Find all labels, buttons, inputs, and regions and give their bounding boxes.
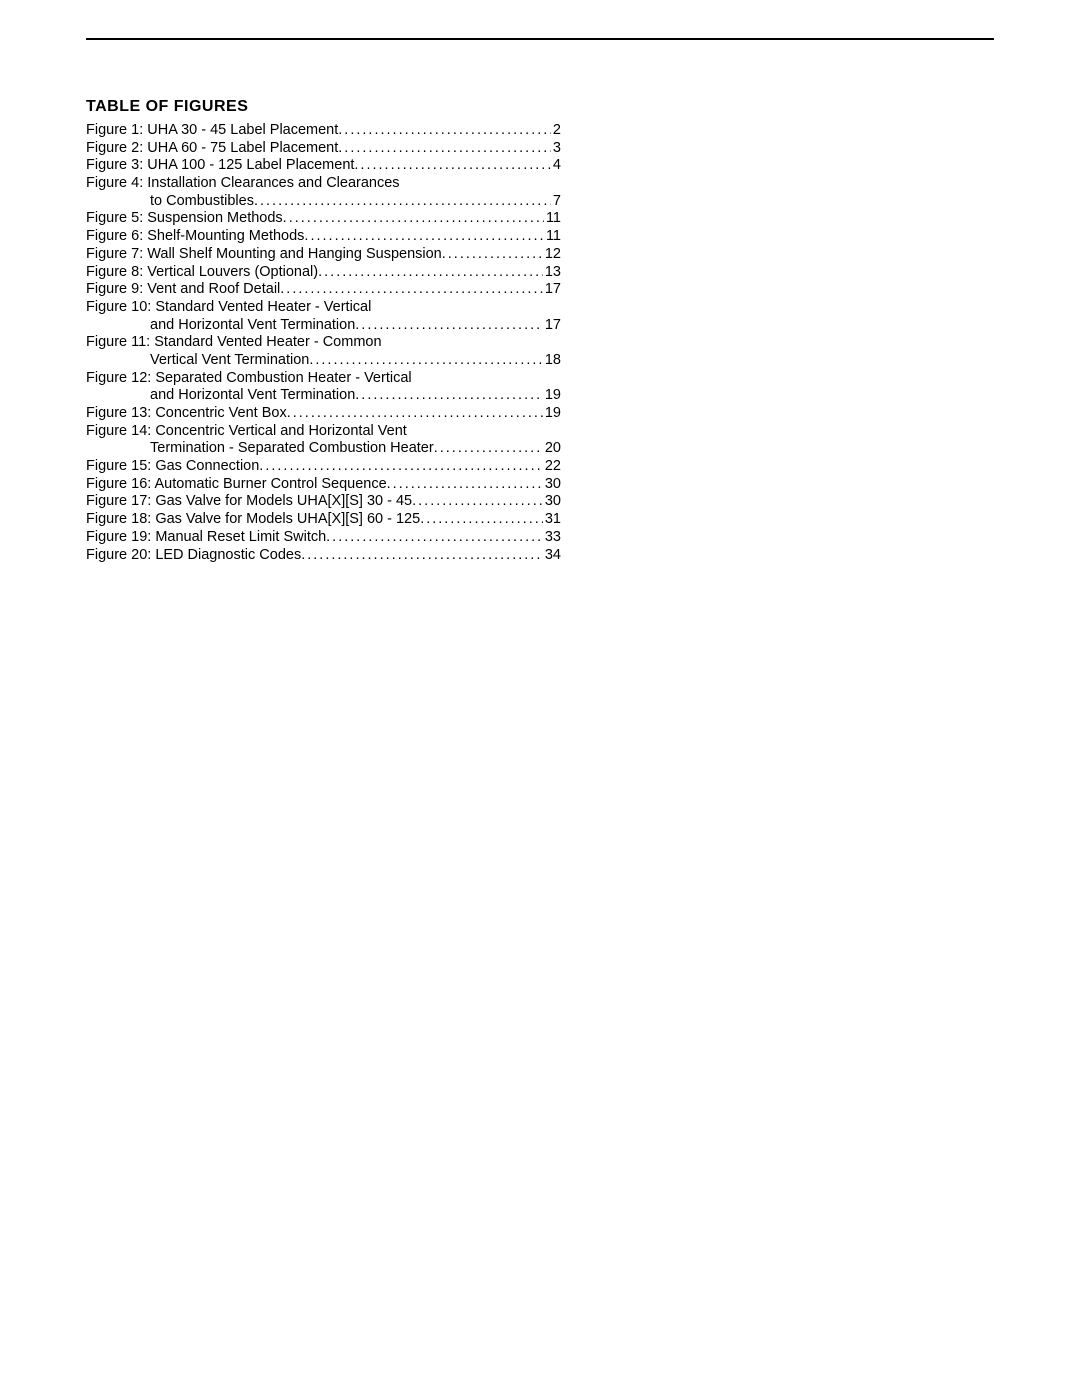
tof-entry-page: 17 bbox=[543, 281, 561, 299]
tof-entry-continuation: Termination - Separated Combustion Heate… bbox=[86, 440, 561, 458]
dot-leaders bbox=[318, 264, 543, 282]
tof-entry-label: Figure 15: Gas Connection bbox=[86, 458, 259, 476]
dot-leaders bbox=[287, 405, 543, 423]
tof-entry: Figure 8: Vertical Louvers (Optional) 13 bbox=[86, 264, 561, 282]
table-of-figures-list: Figure 1: UHA 30 - 45 Label Placement 2 … bbox=[86, 122, 561, 564]
tof-entry-label: Figure 10: Standard Vented Heater - Vert… bbox=[86, 299, 371, 317]
tof-entry: Figure 9: Vent and Roof Detail 17 bbox=[86, 281, 561, 299]
tof-entry-label: Figure 2: UHA 60 - 75 Label Placement bbox=[86, 140, 338, 158]
dot-leaders bbox=[412, 493, 543, 511]
tof-entry-label: Figure 14: Concentric Vertical and Horiz… bbox=[86, 423, 407, 441]
tof-entry: Figure 6: Shelf-Mounting Methods 11 bbox=[86, 228, 561, 246]
tof-entry-label: Figure 7: Wall Shelf Mounting and Hangin… bbox=[86, 246, 442, 264]
tof-entry: Figure 15: Gas Connection 22 bbox=[86, 458, 561, 476]
tof-entry-label: Figure 13: Concentric Vent Box bbox=[86, 405, 287, 423]
tof-entry: Figure 20: LED Diagnostic Codes 34 bbox=[86, 547, 561, 565]
tof-entry-continuation-label: Vertical Vent Termination bbox=[86, 352, 309, 370]
tof-entry-page: 18 bbox=[543, 352, 561, 370]
tof-entry-page: 2 bbox=[551, 122, 561, 140]
dot-leaders bbox=[338, 122, 551, 140]
tof-entry-page: 7 bbox=[551, 193, 561, 211]
dot-leaders bbox=[309, 352, 543, 370]
tof-entry-continuation-label: and Horizontal Vent Termination bbox=[86, 317, 355, 335]
tof-entry: Figure 12: Separated Combustion Heater -… bbox=[86, 370, 561, 388]
tof-entry-page: 34 bbox=[543, 547, 561, 565]
tof-entry-page: 13 bbox=[543, 264, 561, 282]
tof-entry-page: 30 bbox=[543, 493, 561, 511]
tof-entry-label: Figure 18: Gas Valve for Models UHA[X][S… bbox=[86, 511, 420, 529]
tof-entry-continuation: and Horizontal Vent Termination 19 bbox=[86, 387, 561, 405]
tof-entry-page: 30 bbox=[543, 476, 561, 494]
tof-entry-label: Figure 11: Standard Vented Heater - Comm… bbox=[86, 334, 382, 352]
tof-entry-label: Figure 12: Separated Combustion Heater -… bbox=[86, 370, 412, 388]
dot-leaders bbox=[301, 547, 543, 565]
tof-entry: Figure 19: Manual Reset Limit Switch 33 bbox=[86, 529, 561, 547]
tof-entry: Figure 10: Standard Vented Heater - Vert… bbox=[86, 299, 561, 317]
dot-leaders bbox=[259, 458, 543, 476]
dot-leaders bbox=[355, 317, 543, 335]
tof-entry: Figure 16: Automatic Burner Control Sequ… bbox=[86, 476, 561, 494]
tof-entry-page: 12 bbox=[543, 246, 561, 264]
dot-leaders bbox=[326, 529, 543, 547]
tof-entry: Figure 2: UHA 60 - 75 Label Placement 3 bbox=[86, 140, 561, 158]
tof-entry-continuation: to Combustibles 7 bbox=[86, 193, 561, 211]
tof-entry-page: 11 bbox=[544, 228, 561, 246]
dot-leaders bbox=[420, 511, 543, 529]
tof-entry-label: Figure 4: Installation Clearances and Cl… bbox=[86, 175, 400, 193]
dot-leaders bbox=[304, 228, 544, 246]
tof-entry-continuation-label: to Combustibles bbox=[86, 193, 254, 211]
tof-entry-page: 17 bbox=[543, 317, 561, 335]
dot-leaders bbox=[442, 246, 543, 264]
dot-leaders bbox=[254, 193, 551, 211]
tof-entry-page: 4 bbox=[551, 157, 561, 175]
tof-entry-page: 11 bbox=[544, 210, 561, 228]
table-of-figures: TABLE OF FIGURES Figure 1: UHA 30 - 45 L… bbox=[86, 98, 561, 564]
tof-entry-page: 20 bbox=[543, 440, 561, 458]
tof-entry-label: Figure 1: UHA 30 - 45 Label Placement bbox=[86, 122, 338, 140]
tof-entry-label: Figure 16: Automatic Burner Control Sequ… bbox=[86, 476, 387, 494]
tof-entry: Figure 11: Standard Vented Heater - Comm… bbox=[86, 334, 561, 352]
dot-leaders bbox=[355, 387, 543, 405]
document-page: TABLE OF FIGURES Figure 1: UHA 30 - 45 L… bbox=[0, 0, 1080, 1397]
dot-leaders bbox=[387, 476, 543, 494]
dot-leaders bbox=[283, 210, 544, 228]
tof-entry: Figure 3: UHA 100 - 125 Label Placement … bbox=[86, 157, 561, 175]
tof-entry-label: Figure 19: Manual Reset Limit Switch bbox=[86, 529, 326, 547]
tof-entry-label: Figure 17: Gas Valve for Models UHA[X][S… bbox=[86, 493, 412, 511]
tof-entry-continuation-label: and Horizontal Vent Termination bbox=[86, 387, 355, 405]
tof-entry-label: Figure 6: Shelf-Mounting Methods bbox=[86, 228, 304, 246]
tof-entry: Figure 7: Wall Shelf Mounting and Hangin… bbox=[86, 246, 561, 264]
tof-entry-label: Figure 3: UHA 100 - 125 Label Placement bbox=[86, 157, 354, 175]
tof-entry-page: 22 bbox=[543, 458, 561, 476]
table-of-figures-heading: TABLE OF FIGURES bbox=[86, 98, 561, 116]
tof-entry: Figure 14: Concentric Vertical and Horiz… bbox=[86, 423, 561, 441]
tof-entry-label: Figure 9: Vent and Roof Detail bbox=[86, 281, 280, 299]
tof-entry: Figure 18: Gas Valve for Models UHA[X][S… bbox=[86, 511, 561, 529]
dot-leaders bbox=[280, 281, 543, 299]
tof-entry-page: 19 bbox=[543, 387, 561, 405]
tof-entry: Figure 4: Installation Clearances and Cl… bbox=[86, 175, 561, 193]
tof-entry-label: Figure 5: Suspension Methods bbox=[86, 210, 283, 228]
top-horizontal-rule bbox=[86, 38, 994, 40]
tof-entry-label: Figure 20: LED Diagnostic Codes bbox=[86, 547, 301, 565]
tof-entry-page: 3 bbox=[551, 140, 561, 158]
tof-entry-label: Figure 8: Vertical Louvers (Optional) bbox=[86, 264, 318, 282]
tof-entry-page: 33 bbox=[543, 529, 561, 547]
dot-leaders bbox=[354, 157, 551, 175]
tof-entry: Figure 17: Gas Valve for Models UHA[X][S… bbox=[86, 493, 561, 511]
dot-leaders bbox=[434, 440, 543, 458]
dot-leaders bbox=[338, 140, 551, 158]
tof-entry: Figure 5: Suspension Methods 11 bbox=[86, 210, 561, 228]
tof-entry: Figure 13: Concentric Vent Box 19 bbox=[86, 405, 561, 423]
tof-entry-page: 31 bbox=[543, 511, 561, 529]
tof-entry: Figure 1: UHA 30 - 45 Label Placement 2 bbox=[86, 122, 561, 140]
tof-entry-page: 19 bbox=[543, 405, 561, 423]
tof-entry-continuation: Vertical Vent Termination 18 bbox=[86, 352, 561, 370]
tof-entry-continuation: and Horizontal Vent Termination 17 bbox=[86, 317, 561, 335]
tof-entry-continuation-label: Termination - Separated Combustion Heate… bbox=[86, 440, 434, 458]
